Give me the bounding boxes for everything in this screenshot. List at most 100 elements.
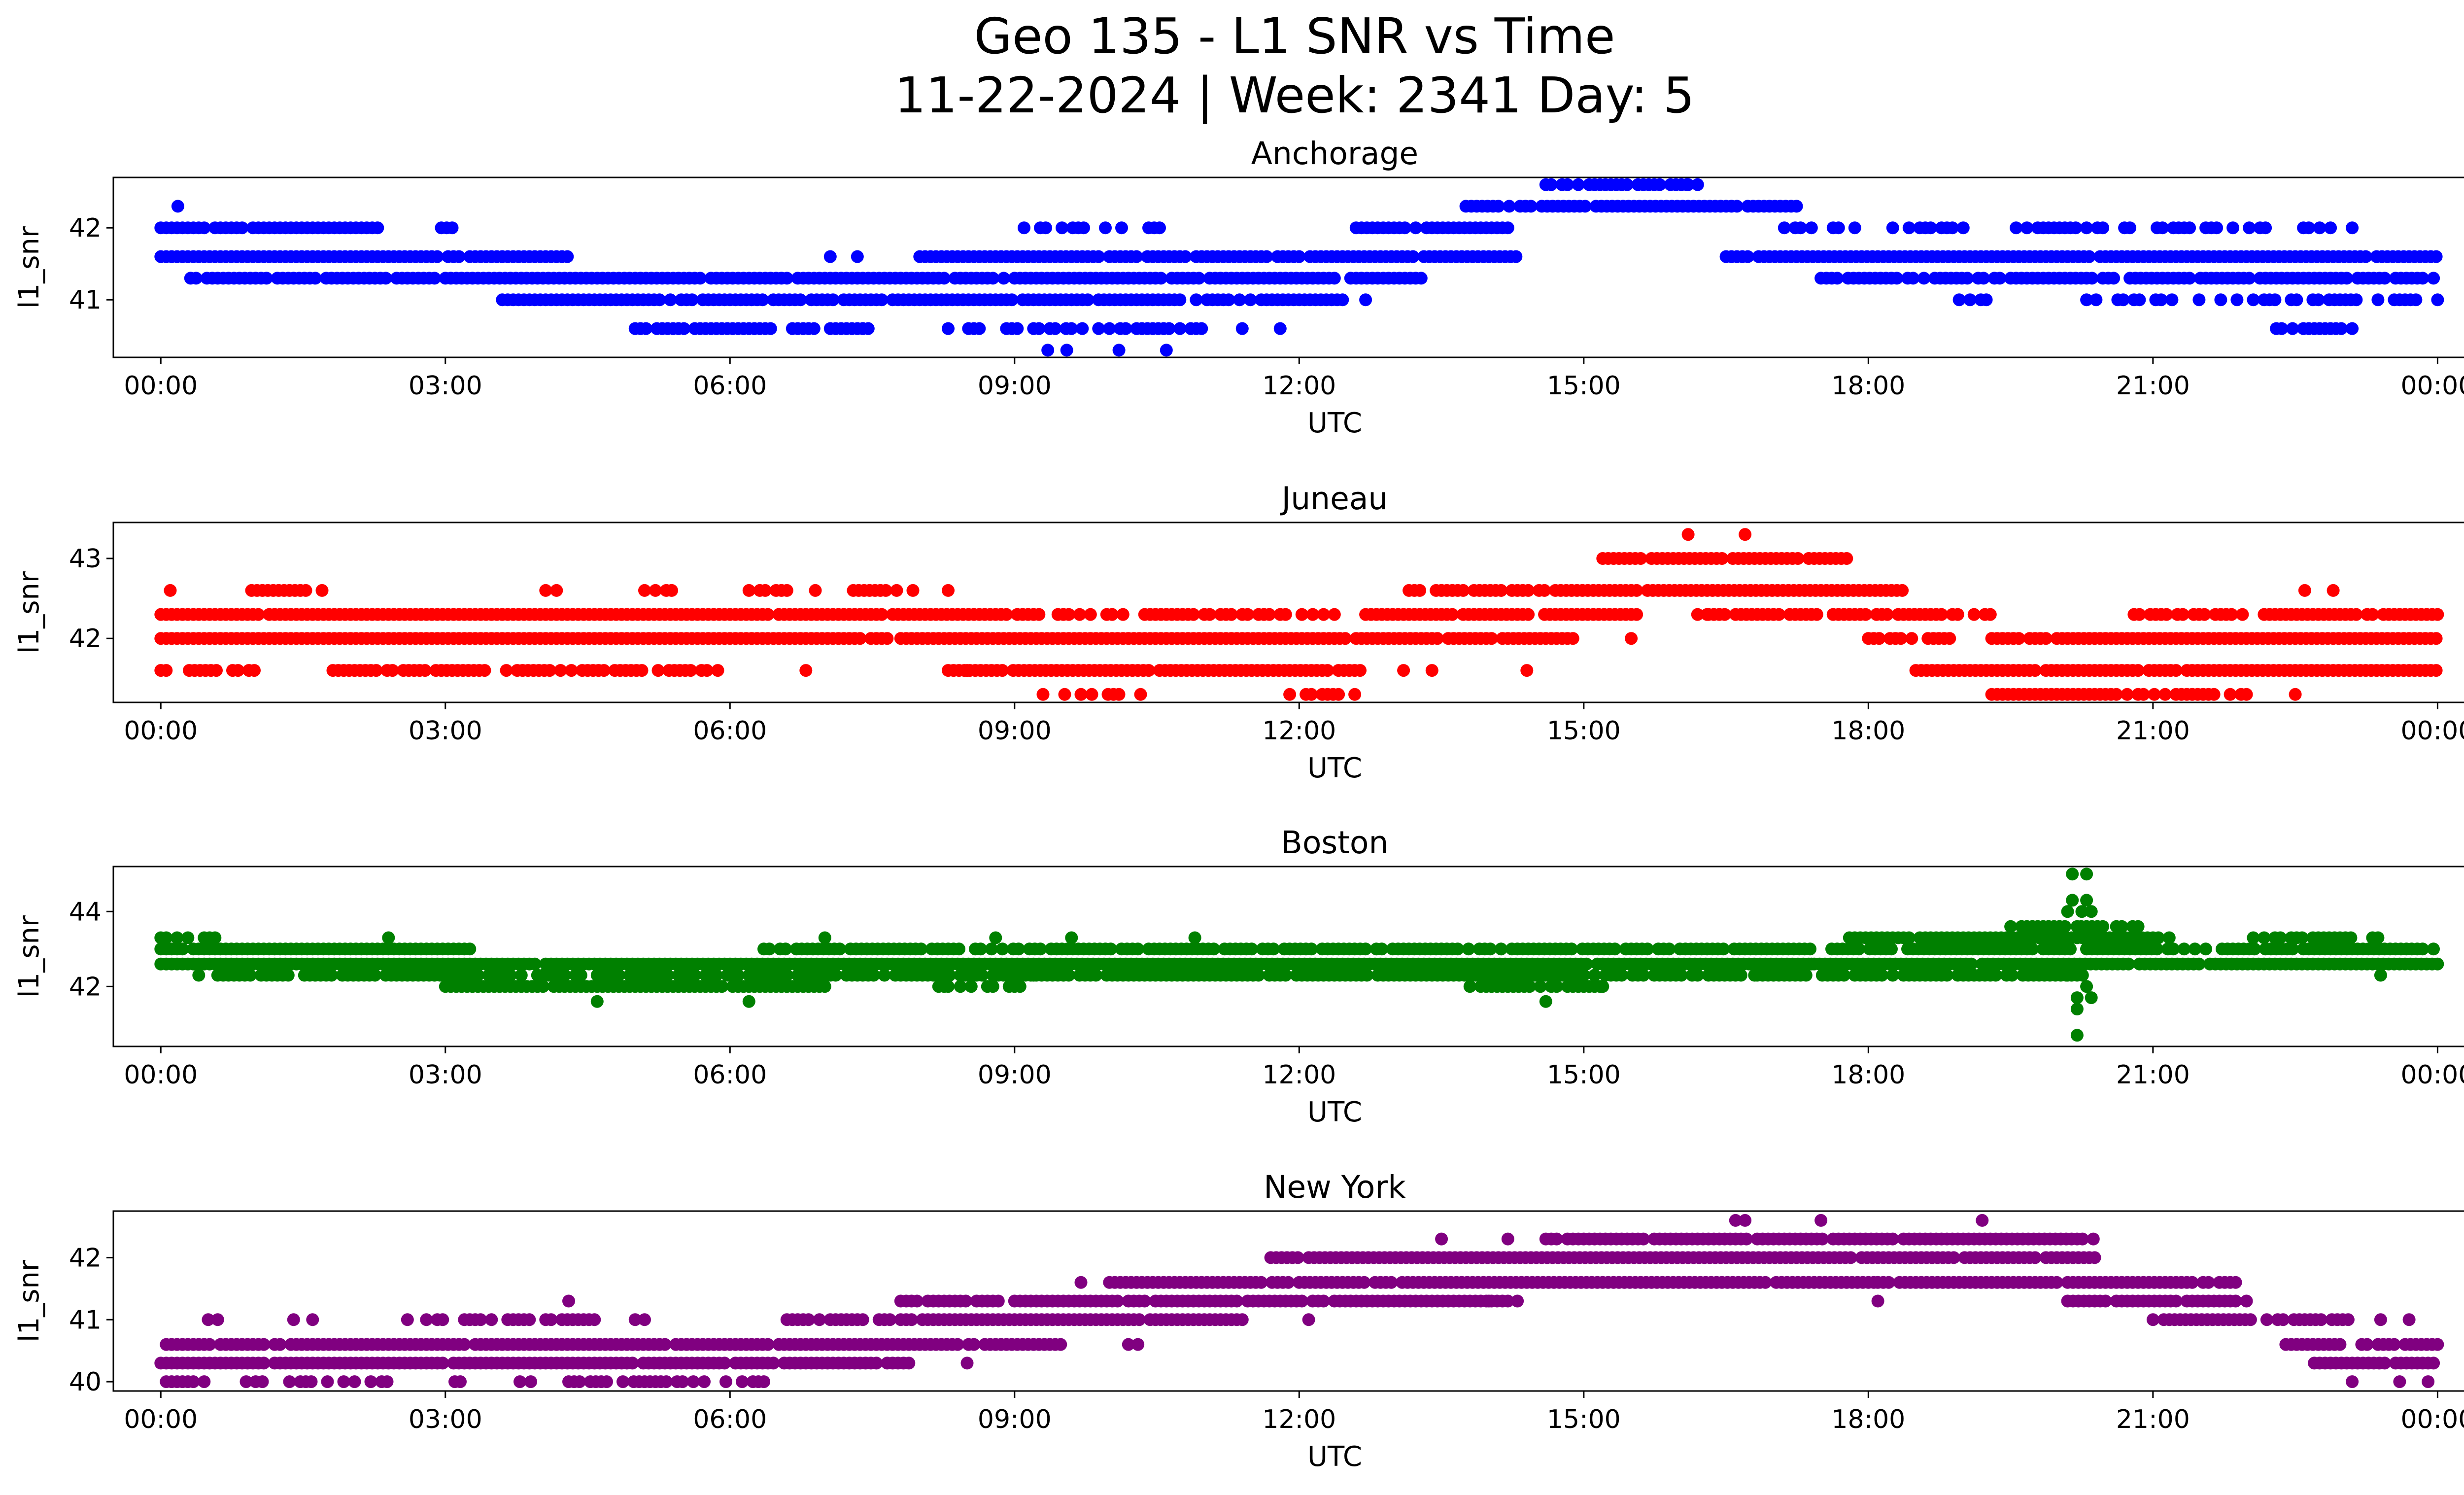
data-point [757, 1375, 770, 1389]
data-point [1092, 322, 1105, 335]
data-point [513, 1375, 526, 1389]
data-point [2374, 969, 2387, 982]
x-tick-label: 21:00 [2116, 371, 2190, 401]
x-tick-label: 21:00 [2116, 1405, 2190, 1434]
data-point [2359, 250, 2372, 263]
data-point [1810, 608, 1823, 621]
axes-frame [112, 176, 2464, 358]
data-point [915, 942, 927, 956]
data-point [1332, 688, 1345, 701]
data-point [2350, 608, 2363, 621]
data-point [1924, 221, 1937, 235]
data-point [1717, 942, 1730, 956]
data-point [1580, 957, 1593, 971]
data-point [1799, 969, 1813, 982]
data-point [2198, 608, 2211, 621]
data-point [986, 980, 999, 993]
data-point [2427, 272, 2440, 285]
data-point [1154, 272, 1167, 285]
data-point [2192, 293, 2206, 307]
data-point [1550, 1232, 1563, 1246]
data-point [2099, 1294, 2112, 1308]
data-point [1630, 608, 1643, 621]
data-point [761, 608, 775, 621]
data-point [1578, 200, 1592, 213]
data-point [2430, 632, 2443, 645]
data-point [1348, 688, 1362, 701]
data-point [1691, 608, 1704, 621]
data-point [1917, 272, 1931, 285]
data-point [1956, 221, 1970, 235]
data-point [989, 931, 1002, 944]
data-point [1815, 1232, 1829, 1246]
data-point [2061, 969, 2074, 982]
data-point [997, 272, 1010, 285]
data-point [2087, 1232, 2100, 1246]
data-point [854, 632, 867, 645]
data-point [2378, 272, 2392, 285]
x-tick-label: 09:00 [978, 371, 1052, 401]
data-point [1398, 221, 1411, 235]
data-point [1160, 344, 1173, 357]
data-point [2070, 1003, 2084, 1015]
data-point [2183, 272, 2196, 285]
data-point [1943, 632, 1956, 645]
data-point [2409, 293, 2423, 307]
data-point [2341, 1313, 2355, 1326]
data-point [1012, 942, 1025, 956]
data-point [2350, 293, 2363, 307]
data-point [2295, 931, 2309, 944]
data-point [543, 664, 556, 677]
data-point [1305, 942, 1318, 956]
data-point [1522, 608, 1535, 621]
data-point [561, 250, 574, 263]
data-point [1894, 632, 1908, 645]
data-point [2327, 584, 2340, 597]
data-point [698, 1375, 711, 1389]
data-point [1653, 178, 1666, 191]
data-point [1501, 1232, 1514, 1246]
data-point [2050, 1276, 2063, 1289]
data-point [1187, 608, 1200, 621]
data-point [2243, 221, 2256, 235]
data-point [2085, 991, 2098, 1005]
data-point [685, 293, 699, 307]
data-point [2151, 942, 2163, 956]
data-point [2302, 221, 2316, 235]
data-point [1305, 688, 1318, 701]
data-point [2070, 1029, 2084, 1042]
x-axis-label: UTC [1307, 407, 1362, 439]
data-point [1524, 200, 1538, 213]
data-point [1977, 272, 1990, 285]
data-point [590, 995, 604, 1008]
data-point [565, 664, 578, 677]
x-axis-label: UTC [1307, 1096, 1362, 1128]
data-point [474, 1313, 487, 1326]
data-point [684, 664, 697, 677]
data-point [1375, 942, 1388, 956]
data-point [192, 969, 205, 982]
data-point [2236, 608, 2249, 621]
data-point [1065, 322, 1078, 335]
data-point [1317, 1294, 1330, 1308]
data-point [1896, 584, 1909, 597]
data-point [2427, 1356, 2440, 1370]
data-point [960, 664, 974, 677]
data-point [1520, 664, 1534, 677]
data-point [2080, 868, 2093, 881]
data-point [2178, 942, 2190, 956]
data-point [1058, 688, 1071, 701]
data-point [2083, 250, 2096, 263]
data-point [1317, 608, 1330, 621]
data-point [401, 1313, 414, 1326]
data-point [2286, 942, 2299, 956]
data-point [1495, 584, 1508, 597]
data-point [1790, 200, 1803, 213]
y-axis-label: l1_snr [13, 571, 45, 654]
data-point [1036, 688, 1050, 701]
data-point [879, 584, 892, 597]
data-point [1173, 322, 1187, 335]
data-point [2240, 688, 2253, 701]
data-point [2115, 920, 2128, 933]
